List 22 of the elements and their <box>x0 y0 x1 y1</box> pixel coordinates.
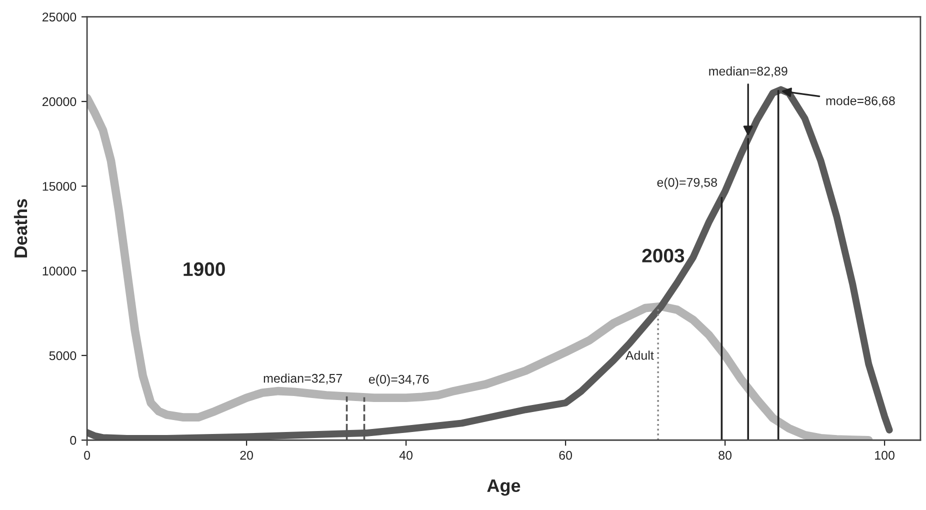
ref-line-label: e(0)=79,58 <box>657 178 717 190</box>
x-axis-title: Age <box>487 479 520 496</box>
series-label: 2003 <box>642 248 684 263</box>
ref-line-label: Adult <box>625 350 654 360</box>
x-tick-label: 20 <box>240 450 254 460</box>
x-tick-label: 60 <box>559 450 572 460</box>
text: 1900 <box>184 262 225 276</box>
y-tick-label: 25000 <box>42 12 76 22</box>
y-axis-title: Deaths <box>14 199 28 258</box>
y-tick-label: 15000 <box>42 182 76 191</box>
ref-line-label: mode=86,68 <box>826 96 895 107</box>
y-tick-label: 0 <box>70 436 76 445</box>
x-tick-label: 40 <box>399 450 413 460</box>
y-tick-label: 20000 <box>42 97 76 106</box>
ref-line-label: median=32,57 <box>264 374 342 384</box>
x-tick-label: 80 <box>718 450 732 460</box>
x-tick-label: 0 <box>84 450 90 460</box>
ref-line-label: median=82,89 <box>709 66 788 78</box>
y-tick-label: 10000 <box>42 266 76 276</box>
ref-line-label: e(0)=34,76 <box>368 374 429 386</box>
x-tick-label: 100 <box>875 450 894 460</box>
y-tick-label: 5000 <box>49 351 76 360</box>
